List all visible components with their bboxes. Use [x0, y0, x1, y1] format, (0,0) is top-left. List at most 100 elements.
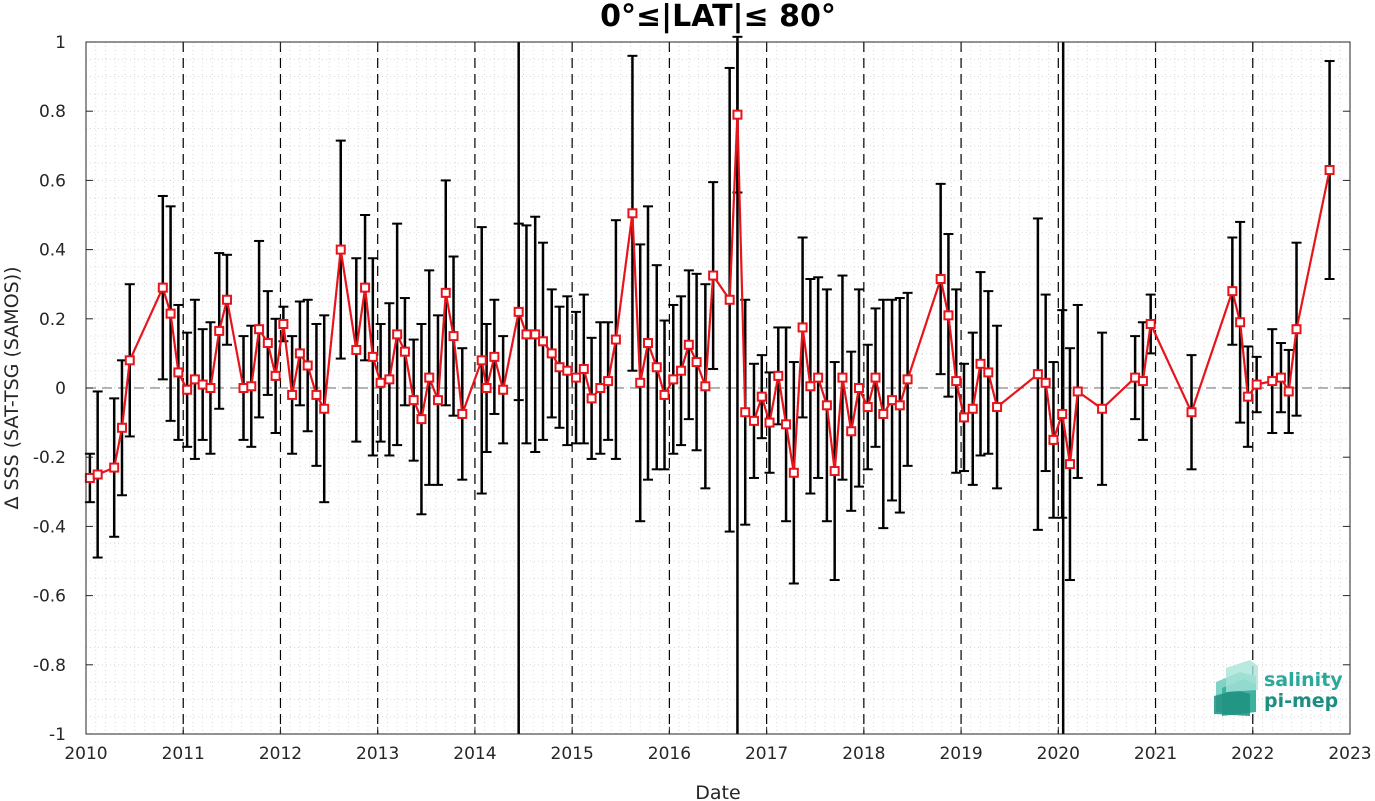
data-point: [278, 318, 289, 329]
data-point: [1137, 376, 1148, 387]
data-point: [214, 325, 225, 336]
data-point: [837, 372, 848, 383]
data-point: [764, 417, 775, 428]
data-point: [521, 329, 532, 340]
data-point: [829, 466, 840, 477]
data-point: [967, 403, 978, 414]
data-point: [943, 310, 954, 321]
x-axis-label: Date: [695, 782, 740, 801]
data-point: [958, 412, 969, 423]
data-point: [578, 363, 589, 374]
data-point: [1032, 369, 1043, 380]
y-axis-label: Δ SSS (SAT-TSG (SAMOS)): [1, 266, 23, 509]
data-point: [1072, 386, 1083, 397]
data-point: [109, 462, 120, 473]
data-point: [205, 383, 216, 393]
data-point: [457, 408, 468, 419]
data-point: [157, 282, 168, 293]
data-point: [116, 422, 127, 433]
y-tick-label: -1: [49, 725, 66, 745]
data-point: [1324, 165, 1335, 176]
x-tick-label: 2021: [1134, 744, 1177, 764]
data-point: [610, 334, 621, 345]
data-point: [294, 348, 305, 359]
data-point: [384, 374, 395, 385]
data-point: [124, 355, 135, 366]
data-point: [659, 389, 670, 400]
series-markers: [84, 109, 1335, 483]
data-point: [513, 306, 524, 317]
data-point: [821, 400, 832, 411]
data-point: [476, 355, 487, 366]
data-point: [975, 358, 986, 369]
x-tick-label: 2022: [1231, 744, 1274, 764]
data-point: [399, 346, 410, 357]
data-point: [546, 348, 557, 359]
data-point: [708, 270, 719, 281]
data-point: [642, 338, 653, 349]
data-point: [773, 370, 784, 381]
data-point: [448, 331, 459, 342]
data-point: [165, 308, 176, 319]
data-point: [498, 384, 509, 395]
data-point: [182, 384, 193, 395]
data-point: [732, 109, 743, 120]
logo-wave-icon: [1214, 660, 1258, 716]
data-point: [983, 367, 994, 378]
data-point: [586, 393, 597, 404]
data-point: [367, 351, 378, 362]
data-point: [1064, 459, 1075, 470]
data-point: [424, 372, 435, 383]
data-point: [781, 419, 792, 430]
data-point: [408, 395, 419, 406]
data-point: [595, 383, 606, 393]
data-point: [951, 376, 962, 387]
y-tick-label: 0.6: [39, 171, 66, 191]
data-point: [788, 467, 799, 478]
data-point: [683, 339, 694, 350]
data-point: [627, 208, 638, 219]
data-point: [1251, 379, 1262, 390]
data-point: [287, 389, 298, 400]
data-point: [740, 407, 751, 418]
x-tick-label: 2020: [1037, 744, 1080, 764]
x-tick-label: 2023: [1328, 744, 1371, 764]
data-point: [756, 391, 767, 402]
x-tick-labels: 2010 2011 2012 2013 2014 2015 2016 2017 2018 2019…: [64, 744, 1371, 764]
y-tick-label: -0.6: [33, 587, 66, 607]
y-tick-label: 0.8: [39, 102, 66, 122]
data-point: [262, 338, 273, 349]
data-point: [1291, 324, 1302, 335]
data-point: [651, 362, 662, 373]
data-point: [246, 381, 257, 392]
data-point: [335, 244, 346, 255]
data-point: [668, 374, 679, 385]
data-point: [92, 469, 103, 480]
data-point: [173, 367, 184, 378]
ticks: [85, 41, 1351, 735]
data-point: [700, 381, 711, 392]
data-point: [1242, 391, 1253, 402]
data-point: [805, 381, 816, 392]
data-point: [1235, 317, 1246, 328]
data-point: [748, 415, 759, 426]
data-point: [870, 372, 881, 383]
x-tick-label: 2019: [939, 744, 982, 764]
data-point: [676, 365, 687, 376]
data-point: [992, 402, 1003, 413]
data-point: [935, 274, 946, 285]
y-tick-label: 1: [55, 33, 66, 53]
x-tick-label: 2014: [453, 744, 496, 764]
data-point: [1283, 386, 1294, 397]
data-point: [416, 414, 427, 425]
data-point: [1186, 407, 1197, 418]
data-point: [481, 383, 492, 393]
data-point: [894, 400, 905, 411]
data-point: [360, 282, 371, 293]
data-point: [603, 376, 614, 387]
x-tick-label: 2011: [162, 744, 205, 764]
data-point: [902, 374, 913, 385]
logo-line2: pi-mep: [1264, 690, 1338, 712]
data-point: [1040, 377, 1051, 388]
